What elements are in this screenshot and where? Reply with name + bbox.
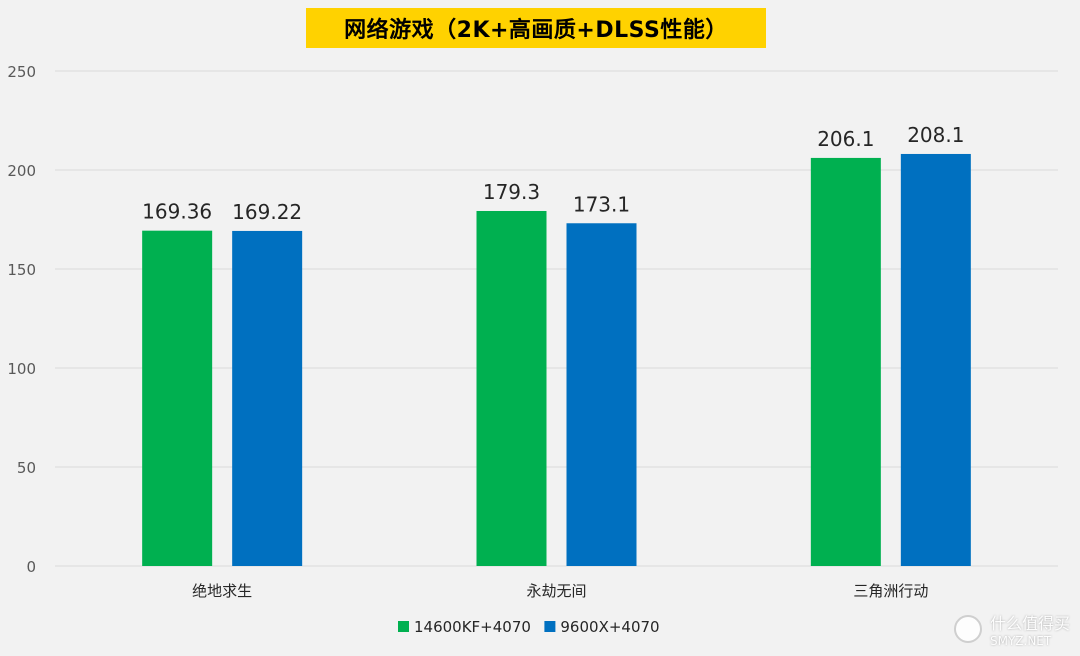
legend-swatch [398,621,409,632]
x-axis-ticks: 绝地求生 永劫无间 三角洲行动 [192,582,928,600]
bar [142,230,213,566]
legend: 14600KF+4070 9600X+4070 [398,618,660,636]
bar [900,153,971,566]
data-label: 169.22 [232,200,302,224]
bar [566,223,637,566]
y-tick-label: 100 [7,360,36,378]
x-tick-label: 绝地求生 [192,582,252,600]
data-label: 173.1 [573,192,630,216]
grid-lines [55,70,1058,567]
watermark-subtext: SMYZ.NET [989,634,1052,648]
legend-label: 14600KF+4070 [414,618,531,636]
watermark-text: 什么值得买 [989,614,1070,633]
watermark: 什么值得买 SMYZ.NET [953,610,1070,648]
data-label: 169.36 [142,200,212,224]
chart-title-box: 网络游戏（2K+高画质+DLSS性能） [306,8,766,48]
y-axis-ticks: 0 50 100 150 200 250 [7,63,36,576]
y-tick-label: 50 [17,459,36,477]
y-tick-label: 200 [7,162,36,180]
x-tick-label: 三角洲行动 [853,582,928,600]
bar [810,157,881,566]
y-tick-label: 150 [7,261,36,279]
bar [232,230,303,566]
y-tick-label: 0 [26,558,36,576]
watermark-logo-icon [953,615,982,643]
y-tick-label: 250 [7,63,36,81]
legend-label: 9600X+4070 [560,618,659,636]
data-label: 208.1 [907,123,964,147]
bars [142,153,971,566]
data-label: 179.3 [483,180,540,204]
chart-title: 网络游戏（2K+高画质+DLSS性能） [344,18,728,43]
bar [476,210,547,566]
x-tick-label: 永劫无间 [526,582,586,600]
data-label: 206.1 [817,127,874,151]
data-labels: 169.36 169.22 179.3 173.1 206.1 208.1 [142,123,964,224]
legend-swatch [544,621,556,632]
